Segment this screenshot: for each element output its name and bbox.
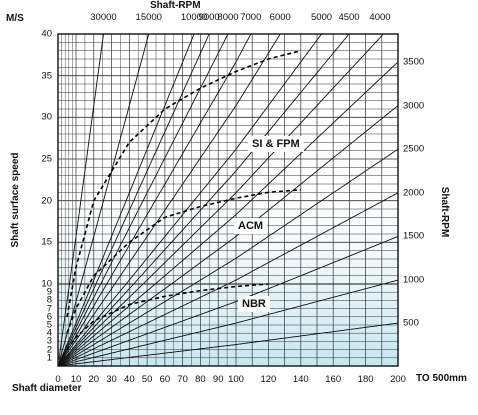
top-rpm-tick: 5000 (310, 12, 333, 23)
y-tick-label: 8 (46, 294, 52, 306)
rpm-line (58, 148, 398, 366)
top-rpm-tick: 15000 (135, 12, 162, 23)
x-tick-label: 200 (390, 374, 406, 385)
y-tick-label: 35 (41, 69, 52, 81)
y-tick-label: 20 (41, 194, 52, 206)
zone-label-si-fpm: SI & FPM (248, 136, 304, 152)
x-tick-label: 160 (325, 374, 342, 385)
x-tick-label: 120 (260, 374, 277, 385)
top-rpm-tick: 4500 (338, 12, 360, 23)
top-rpm-tick: 4000 (369, 12, 391, 23)
x-tick-label: 60 (159, 374, 171, 385)
rpm-line (58, 322, 398, 366)
y-tick-label: 9 (46, 286, 52, 298)
zone-label-acm: ACM (234, 218, 268, 234)
y-tick-label: 40 (41, 28, 52, 40)
rpm-line (58, 34, 350, 366)
y-tick-label: 3 (46, 335, 52, 347)
rpm-line (58, 34, 210, 365)
right-rpm-tick: 3500 (403, 56, 425, 68)
y-tick-label: 15 (41, 236, 52, 248)
y-tick-label: 25 (41, 153, 52, 165)
top-rpm-tick: 9000 (198, 12, 220, 23)
x-tick-label: 90 (212, 374, 224, 385)
y-tick-label: 5 (46, 319, 52, 331)
top-rpm-tick: 10000 (180, 12, 208, 23)
x-tick-label: 10 (70, 374, 82, 385)
zone-boundary-0 (66, 49, 301, 317)
x-extra-label: TO 500mm (416, 373, 467, 384)
y-tick-label: 4 (46, 327, 52, 339)
rpm-line (58, 105, 398, 366)
y-tick-label: 30 (41, 111, 52, 123)
x-tick-label: 70 (177, 374, 188, 385)
y-tick-label: 10 (41, 278, 52, 290)
right-rpm-tick: 2000 (403, 187, 425, 199)
y-axis-title: Shaft surface speed (10, 152, 21, 248)
y-unit-label: M/S (6, 13, 24, 24)
x-tick-label: 20 (88, 374, 100, 385)
top-rpm-tick: 8000 (217, 12, 239, 23)
y-tick-label: 2 (46, 343, 52, 355)
chart-title: Shaft-RPM (150, 0, 201, 11)
x-tick-label: 30 (106, 374, 117, 385)
zone-boundary-1 (66, 189, 301, 334)
rpm-line (58, 34, 229, 365)
zone-label-nbr: NBR (238, 296, 270, 312)
x-tick-label: 100 (228, 374, 244, 385)
rpm-line (58, 235, 398, 366)
x-tick-label: 0 (55, 374, 61, 385)
rpm-line (58, 34, 281, 365)
x-tick-label: 50 (141, 374, 153, 385)
rpm-line (58, 279, 398, 366)
y-tick-label: 7 (46, 302, 52, 314)
x-tick-label: 80 (195, 374, 206, 385)
rpm-line (58, 34, 150, 363)
y-tick-label: 6 (46, 311, 52, 323)
rpm-line (58, 34, 195, 365)
right-rpm-tick: 3000 (403, 99, 425, 111)
rpm-line (58, 61, 398, 366)
right-rpm-tick: 2500 (403, 143, 425, 155)
rpm-line (58, 192, 398, 366)
rpm-line (58, 34, 252, 365)
right-rpm-tick: 1500 (403, 230, 425, 242)
zone-boundaries (66, 49, 301, 351)
y-tick-label: 1 (46, 352, 52, 364)
rpm-line (58, 34, 104, 360)
plot-frame (57, 33, 399, 367)
top-rpm-tick: 30000 (90, 12, 117, 23)
top-rpm-tick: 6000 (269, 12, 291, 23)
right-axis-title: Shaft-RPM (439, 186, 450, 238)
right-rpm-tick: 1000 (403, 274, 425, 286)
rpm-lines (58, 34, 398, 366)
rpm-line (58, 34, 323, 366)
x-axis-title: Shaft diameter (12, 383, 82, 394)
top-rpm-tick: 7000 (240, 12, 262, 23)
right-rpm-tick: 500 (403, 317, 419, 329)
x-tick-label: 180 (357, 374, 374, 385)
x-tick-label: 140 (292, 374, 309, 385)
rpm-line (58, 34, 385, 366)
x-tick-label: 40 (124, 374, 135, 385)
